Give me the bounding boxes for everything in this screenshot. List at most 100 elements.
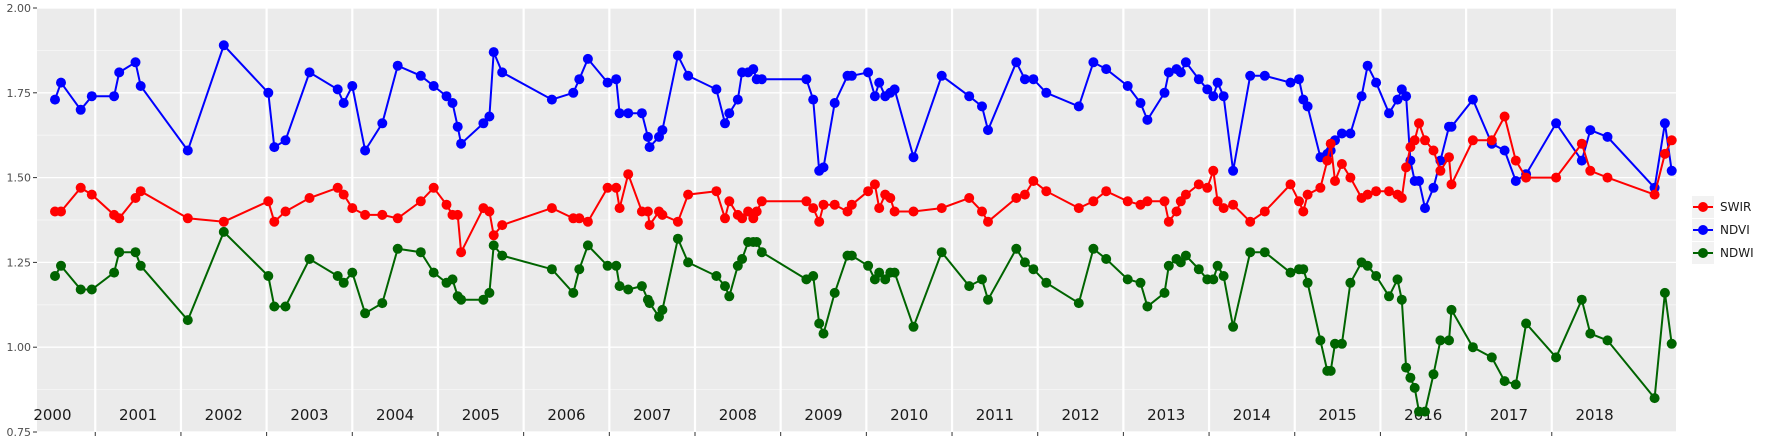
- ndvi-point: [983, 125, 993, 136]
- ndwi-point: [263, 271, 274, 281]
- year-label: 2017: [1490, 406, 1528, 424]
- ndwi-point: [814, 318, 825, 329]
- ndwi-point: [478, 294, 489, 305]
- ndvi-point: [109, 91, 120, 102]
- ndwi-point: [644, 298, 655, 309]
- swir-point: [863, 186, 874, 197]
- ndvi-point: [644, 142, 655, 153]
- ndwi-point: [1435, 335, 1446, 346]
- ndwi-point: [484, 287, 495, 298]
- ndvi-point: [1384, 108, 1394, 119]
- ndwi-point: [1336, 338, 1347, 349]
- ndwi-point: [602, 260, 613, 271]
- swir-point: [1659, 148, 1670, 159]
- swir-point: [1193, 179, 1204, 190]
- ndwi-point: [889, 267, 900, 278]
- ndvi-point: [1345, 128, 1356, 139]
- ndvi-point: [1088, 57, 1099, 68]
- ndwi-point: [1193, 264, 1204, 275]
- ndwi-point: [808, 271, 819, 281]
- ndvi-point: [1551, 118, 1562, 129]
- swir-point: [1409, 135, 1420, 146]
- ndwi-point: [1486, 352, 1497, 363]
- ndvi-point: [801, 74, 812, 85]
- swir-point: [130, 193, 141, 203]
- ndvi-point: [1401, 91, 1412, 102]
- ndvi-point: [1073, 101, 1084, 112]
- ndvi-point: [756, 74, 767, 85]
- swir-point: [546, 203, 557, 214]
- ndwi-point: [1122, 274, 1133, 285]
- ndvi-point: [488, 47, 499, 58]
- swir-point: [869, 179, 880, 190]
- ndwi-point: [1409, 382, 1420, 393]
- swir-point: [1298, 206, 1309, 217]
- year-label: 2004: [376, 406, 414, 424]
- ndvi-point: [50, 94, 60, 105]
- ndvi-point: [724, 108, 735, 119]
- swir-point: [1159, 196, 1170, 207]
- ndwi-point: [1392, 274, 1403, 285]
- ndwi-point: [1212, 260, 1223, 271]
- ndwi-point: [428, 267, 439, 278]
- ndwi-point: [711, 271, 722, 281]
- ndvi-point: [611, 74, 622, 85]
- swir-point: [889, 206, 900, 217]
- ndwi-point: [280, 301, 291, 312]
- ndvi-point: [1175, 67, 1186, 78]
- year-label: 2011: [976, 406, 1014, 424]
- ndvi-point: [86, 91, 97, 102]
- swir-point: [182, 213, 193, 224]
- ndvi-point: [672, 50, 683, 61]
- ndvi-point: [808, 94, 819, 105]
- ndwi-point: [1576, 294, 1587, 305]
- ndwi-point: [568, 287, 579, 298]
- ndwi-point: [737, 254, 748, 264]
- ndvi-point: [415, 70, 426, 81]
- ndvi-point: [484, 111, 495, 122]
- swir-point: [885, 193, 896, 203]
- ndvi-point: [863, 67, 874, 78]
- ndvi-point: [1467, 94, 1478, 105]
- year-label: 2018: [1576, 406, 1614, 424]
- swir-point: [332, 182, 343, 193]
- ndwi-point: [1259, 247, 1270, 258]
- ndvi-point: [818, 162, 829, 173]
- ndvi-point: [1259, 70, 1270, 81]
- year-label: 2002: [205, 406, 243, 424]
- swir-point: [415, 196, 426, 207]
- ndvi-point: [114, 67, 125, 78]
- ndvi-point: [1159, 87, 1170, 98]
- ndwi-point: [657, 304, 668, 315]
- swir-point: [751, 206, 762, 217]
- series-ndwi: [50, 226, 1677, 417]
- ndvi-point: [683, 70, 694, 81]
- ndvi-point: [347, 81, 358, 91]
- swir-point: [269, 216, 280, 227]
- swir-point: [1336, 159, 1347, 169]
- ndwi-point: [1345, 277, 1356, 288]
- swir-point: [1446, 179, 1457, 190]
- ndvi-point: [574, 74, 585, 85]
- swir-point: [1420, 135, 1430, 146]
- swir-point: [1345, 172, 1356, 183]
- ndvi-point: [732, 94, 743, 105]
- swir-point: [1521, 172, 1532, 183]
- swir-point: [683, 189, 694, 200]
- ndvi-point: [1208, 91, 1219, 102]
- year-label: 2000: [33, 406, 71, 424]
- swir-point: [611, 182, 622, 193]
- ndwi-point: [636, 281, 647, 292]
- swir-point: [964, 193, 975, 203]
- ndvi-point: [1202, 84, 1213, 95]
- ndvi-point: [428, 81, 439, 91]
- ndwi-point: [683, 257, 694, 268]
- ndwi-point: [1208, 274, 1219, 285]
- ndwi-point: [1521, 318, 1532, 329]
- swir-point: [392, 213, 403, 224]
- swir-point: [86, 189, 97, 200]
- y-tick-label: 2.00: [7, 2, 32, 15]
- ndwi-point: [1551, 352, 1562, 363]
- ndvi-point: [1414, 176, 1424, 186]
- swir-point: [908, 206, 919, 217]
